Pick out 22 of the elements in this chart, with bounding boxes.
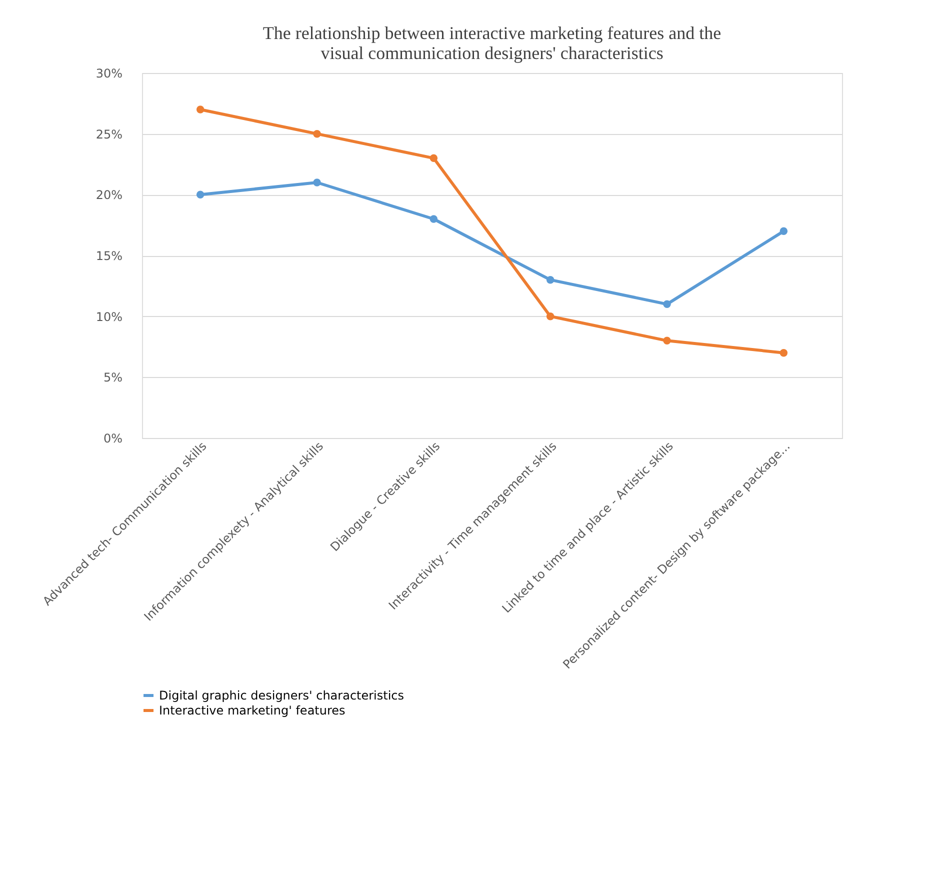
y-tick-label: 10% xyxy=(96,310,122,324)
point xyxy=(780,227,788,236)
legend-label: Interactive marketing' features xyxy=(159,704,346,718)
y-tick-label: 20% xyxy=(96,188,122,202)
point xyxy=(780,348,788,357)
point xyxy=(196,106,204,114)
y-tick-label: 0% xyxy=(103,432,122,446)
point xyxy=(196,190,204,199)
y-tick-label: 30% xyxy=(96,66,122,80)
legend-label: Digital graphic designers' characteristics xyxy=(159,688,404,702)
y-tick-label: 5% xyxy=(103,370,122,385)
point xyxy=(663,336,671,345)
point xyxy=(546,312,554,320)
point xyxy=(430,154,438,162)
point xyxy=(663,300,671,308)
y-tick-label: 25% xyxy=(96,127,122,142)
point xyxy=(313,130,321,138)
point xyxy=(546,276,554,284)
point xyxy=(313,178,321,186)
point xyxy=(430,215,438,223)
chart-title: The relationship between interactive marketing features and the visual communication designers' characteristics xyxy=(262,23,722,63)
y-tick-label: 15% xyxy=(96,249,122,263)
